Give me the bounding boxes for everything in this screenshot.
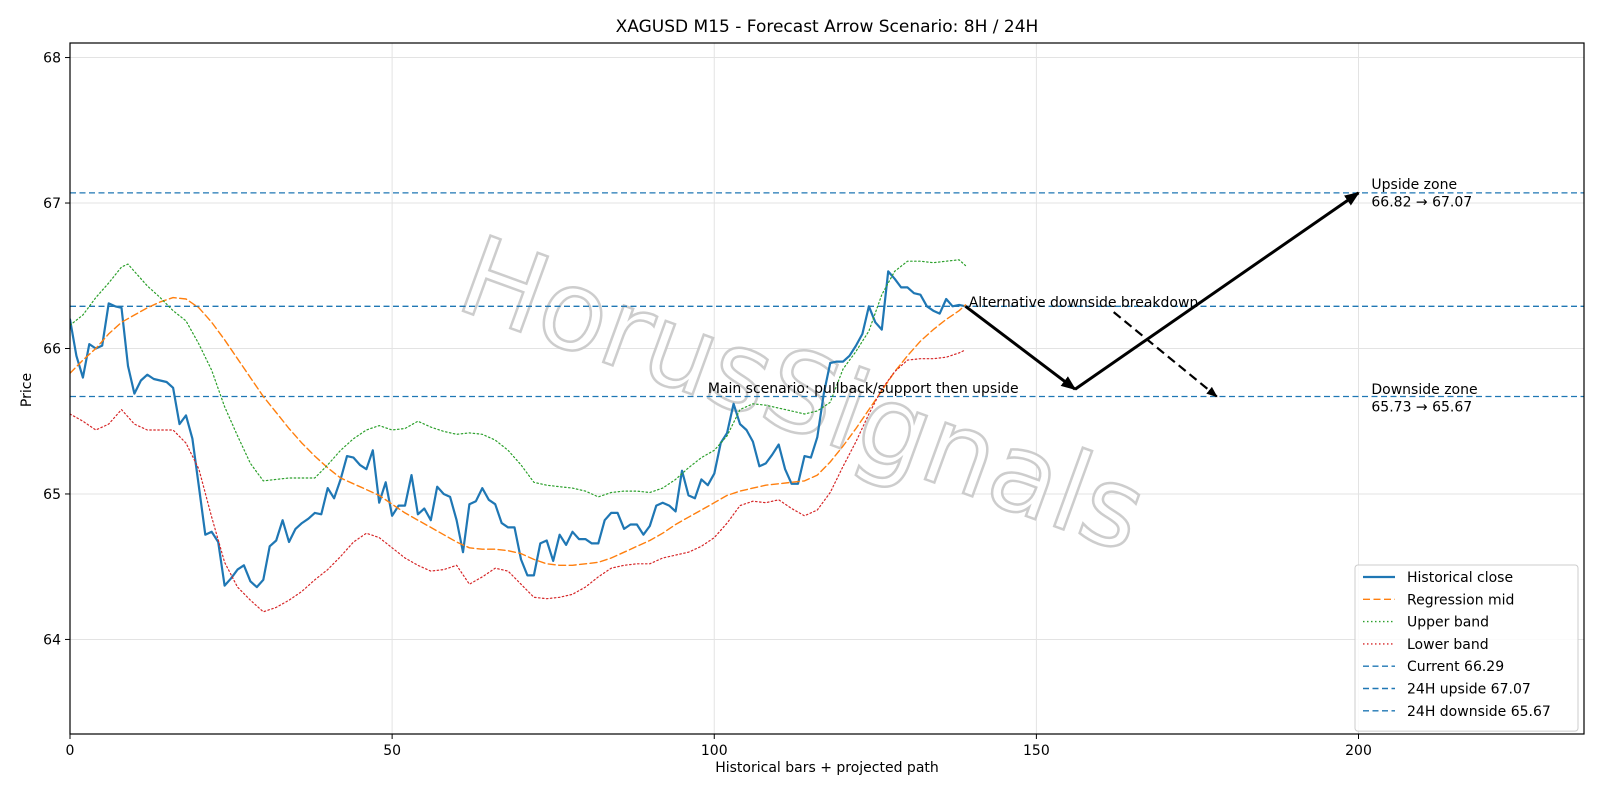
y-tick-label: 67	[43, 196, 61, 212]
annotation-downside-title: Downside zone	[1371, 382, 1477, 398]
y-tick-label: 65	[43, 487, 61, 503]
annotations: Alternative downside breakdown Main scena…	[708, 177, 1478, 416]
series-regression-mid	[70, 296, 967, 566]
legend-label: 24H upside 67.07	[1407, 682, 1531, 698]
grid	[69, 43, 1584, 734]
plot-frame	[69, 42, 1585, 735]
x-axis-label: Historical bars + projected path	[715, 760, 939, 776]
y-tick-label: 68	[43, 51, 61, 67]
annotation-upside-range: 66.82 → 67.07	[1371, 195, 1472, 211]
x-tick-label: 100	[701, 743, 728, 759]
legend-label: Upper band	[1407, 615, 1489, 631]
annotation-main: Main scenario: pullback/support then ups…	[708, 381, 1019, 397]
x-tick-label: 150	[1023, 743, 1050, 759]
legend-label: Current 66.29	[1407, 659, 1504, 675]
legend-label: Historical close	[1407, 570, 1513, 586]
y-tick-label: 64	[43, 632, 61, 648]
legend-label: 24H downside 65.67	[1407, 704, 1551, 720]
x-tick-label: 200	[1345, 743, 1372, 759]
annotation-upside-title: Upside zone	[1371, 177, 1457, 193]
y-axis-ticks: 64 65 66 67 68	[43, 51, 70, 648]
legend: Historical close Regression mid Upper band…	[1354, 564, 1579, 732]
x-tick-label: 0	[66, 743, 75, 759]
y-tick-label: 66	[43, 341, 61, 357]
legend-label: Lower band	[1407, 637, 1489, 653]
x-tick-label: 50	[383, 743, 401, 759]
reference-lines	[70, 192, 1584, 398]
y-axis-label: Price	[19, 373, 35, 407]
alternative-scenario-arrow	[1112, 311, 1218, 398]
x-axis-ticks: 0 50 100 150 200	[66, 734, 1372, 759]
chart-title: XAGUSD M15 - Forecast Arrow Scenario: 8H…	[616, 17, 1039, 37]
forecast-arrows	[964, 191, 1360, 398]
main-scenario-arrow	[1074, 191, 1360, 391]
series-historical-close	[70, 270, 967, 589]
series-upper-band	[70, 259, 967, 498]
legend-label: Regression mid	[1407, 592, 1514, 608]
legend-box	[1354, 564, 1579, 732]
annotation-downside-range: 65.73 → 65.67	[1371, 400, 1472, 416]
series-lower-band	[70, 349, 967, 613]
annotation-alt: Alternative downside breakdown	[969, 295, 1199, 311]
series-lines	[70, 259, 967, 613]
main-scenario-arrow	[964, 305, 1077, 391]
